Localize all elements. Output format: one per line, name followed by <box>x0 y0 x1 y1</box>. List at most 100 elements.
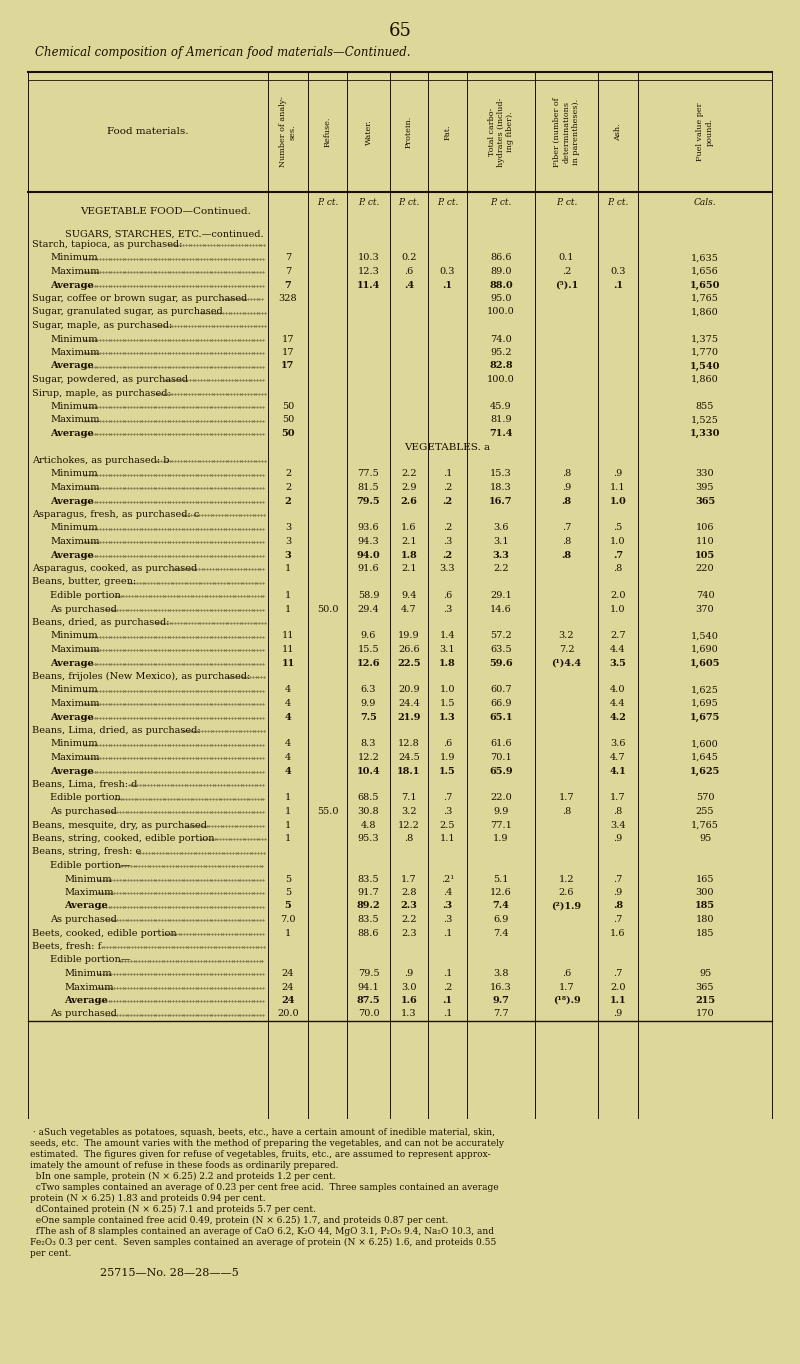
Text: 2.2: 2.2 <box>401 469 417 479</box>
Text: As purchased: As purchased <box>50 807 117 816</box>
Text: 1,540: 1,540 <box>690 361 720 371</box>
Text: 1.0: 1.0 <box>610 496 626 506</box>
Text: 24: 24 <box>282 996 294 1005</box>
Text: 4.2: 4.2 <box>610 712 626 722</box>
Text: 1,625: 1,625 <box>690 767 720 776</box>
Text: 3: 3 <box>285 551 291 559</box>
Text: 6.3: 6.3 <box>361 686 376 694</box>
Text: 7.2: 7.2 <box>558 645 574 653</box>
Text: Minimum: Minimum <box>50 686 98 694</box>
Text: 18.3: 18.3 <box>490 483 512 492</box>
Text: 4: 4 <box>285 739 291 749</box>
Text: 95.2: 95.2 <box>490 348 512 357</box>
Text: 29.1: 29.1 <box>490 591 512 600</box>
Text: 106: 106 <box>696 524 714 532</box>
Text: 365: 365 <box>695 496 715 506</box>
Text: Fe₂O₃ 0.3 per cent.  Seven samples contained an average of protein (N × 6.25) 1.: Fe₂O₃ 0.3 per cent. Seven samples contai… <box>30 1239 496 1247</box>
Text: 1,605: 1,605 <box>690 659 720 667</box>
Text: 1,375: 1,375 <box>691 334 719 344</box>
Text: Chemical composition of American food materials—Continued.: Chemical composition of American food ma… <box>35 46 410 59</box>
Text: · aSuch vegetables as potatoes, squash, beets, etc., have a certain amount of in: · aSuch vegetables as potatoes, squash, … <box>30 1128 495 1138</box>
Text: 9.7: 9.7 <box>493 996 510 1005</box>
Text: 1.6: 1.6 <box>402 524 417 532</box>
Text: 1.1: 1.1 <box>610 483 626 492</box>
Text: 66.9: 66.9 <box>490 698 512 708</box>
Text: 83.5: 83.5 <box>358 874 379 884</box>
Text: 12.2: 12.2 <box>358 753 379 762</box>
Text: 9.9: 9.9 <box>361 698 376 708</box>
Text: 10.4: 10.4 <box>357 767 380 776</box>
Text: 7.4: 7.4 <box>493 902 510 911</box>
Text: Beans, string, fresh: e: Beans, string, fresh: e <box>32 847 142 857</box>
Text: 9.6: 9.6 <box>361 632 376 641</box>
Text: 1.7: 1.7 <box>558 794 574 802</box>
Text: 1: 1 <box>285 794 291 802</box>
Text: 2.5: 2.5 <box>440 821 455 829</box>
Text: 215: 215 <box>695 996 715 1005</box>
Text: 55.0: 55.0 <box>317 807 338 816</box>
Text: Average: Average <box>50 659 94 667</box>
Text: 1.5: 1.5 <box>439 767 456 776</box>
Text: Ash.: Ash. <box>614 123 622 140</box>
Text: (⁵).1: (⁵).1 <box>555 281 578 289</box>
Text: 12.6: 12.6 <box>490 888 512 898</box>
Text: 1.0: 1.0 <box>610 537 626 546</box>
Text: 11: 11 <box>282 659 294 667</box>
Text: 1.0: 1.0 <box>440 686 455 694</box>
Text: 94.1: 94.1 <box>358 982 379 992</box>
Text: .6: .6 <box>443 591 452 600</box>
Text: 1.0: 1.0 <box>610 604 626 614</box>
Text: 0.2: 0.2 <box>402 254 417 262</box>
Text: 1.9: 1.9 <box>494 833 509 843</box>
Text: 61.6: 61.6 <box>490 739 512 749</box>
Text: 1.4: 1.4 <box>440 632 455 641</box>
Text: Asparagus, cooked, as purchased: Asparagus, cooked, as purchased <box>32 563 198 573</box>
Text: 855: 855 <box>696 402 714 411</box>
Text: cTwo samples contained an average of 0.23 per cent free acid.  Three samples con: cTwo samples contained an average of 0.2… <box>30 1183 498 1192</box>
Text: .2: .2 <box>562 267 571 276</box>
Text: bIn one sample, protein (N × 6.25) 2.2 and proteids 1.2 per cent.: bIn one sample, protein (N × 6.25) 2.2 a… <box>30 1172 336 1181</box>
Text: 1.1: 1.1 <box>610 996 626 1005</box>
Text: Sugar, granulated sugar, as purchased: Sugar, granulated sugar, as purchased <box>32 307 222 316</box>
Text: 105: 105 <box>695 551 715 559</box>
Text: 7: 7 <box>285 281 291 289</box>
Text: 9.9: 9.9 <box>494 807 509 816</box>
Text: 77.1: 77.1 <box>490 821 512 829</box>
Text: 1.6: 1.6 <box>401 996 418 1005</box>
Text: Average: Average <box>50 496 94 506</box>
Text: 3.1: 3.1 <box>440 645 455 653</box>
Text: Average: Average <box>50 430 94 438</box>
Text: 24: 24 <box>282 968 294 978</box>
Text: .4: .4 <box>404 281 414 289</box>
Text: P. ct.: P. ct. <box>490 198 512 207</box>
Text: 79.5: 79.5 <box>358 968 379 978</box>
Text: Beans, Lima, dried, as purchased:: Beans, Lima, dried, as purchased: <box>32 726 201 735</box>
Text: 12.3: 12.3 <box>358 267 379 276</box>
Text: .8: .8 <box>562 537 571 546</box>
Text: 24: 24 <box>282 982 294 992</box>
Text: 58.9: 58.9 <box>358 591 379 600</box>
Text: 2.3: 2.3 <box>401 929 417 937</box>
Text: 1.8: 1.8 <box>401 551 418 559</box>
Text: 180: 180 <box>696 915 714 923</box>
Text: 7.0: 7.0 <box>280 915 296 923</box>
Text: 4: 4 <box>285 698 291 708</box>
Text: 3.2: 3.2 <box>558 632 574 641</box>
Text: 10.3: 10.3 <box>358 254 379 262</box>
Text: Average: Average <box>64 902 108 911</box>
Text: dContained protein (N × 6.25) 7.1 and proteids 5.7 per cent.: dContained protein (N × 6.25) 7.1 and pr… <box>30 1204 316 1214</box>
Text: fThe ash of 8 slamples contained an average of CaO 6.2, K₂O 44, MgO 3.1, P₂O₅ 9.: fThe ash of 8 slamples contained an aver… <box>30 1228 494 1236</box>
Text: Minimum: Minimum <box>50 334 98 344</box>
Text: Asparagus, fresh, as purchased: c: Asparagus, fresh, as purchased: c <box>32 510 199 518</box>
Text: 328: 328 <box>278 295 298 303</box>
Text: 0.3: 0.3 <box>610 267 626 276</box>
Text: 365: 365 <box>696 982 714 992</box>
Text: 77.5: 77.5 <box>358 469 379 479</box>
Text: .6: .6 <box>404 267 414 276</box>
Text: As purchased: As purchased <box>50 915 117 923</box>
Text: 4: 4 <box>285 686 291 694</box>
Text: .2: .2 <box>443 524 452 532</box>
Text: 95: 95 <box>699 968 711 978</box>
Text: Minimum: Minimum <box>50 524 98 532</box>
Text: 1,770: 1,770 <box>691 348 719 357</box>
